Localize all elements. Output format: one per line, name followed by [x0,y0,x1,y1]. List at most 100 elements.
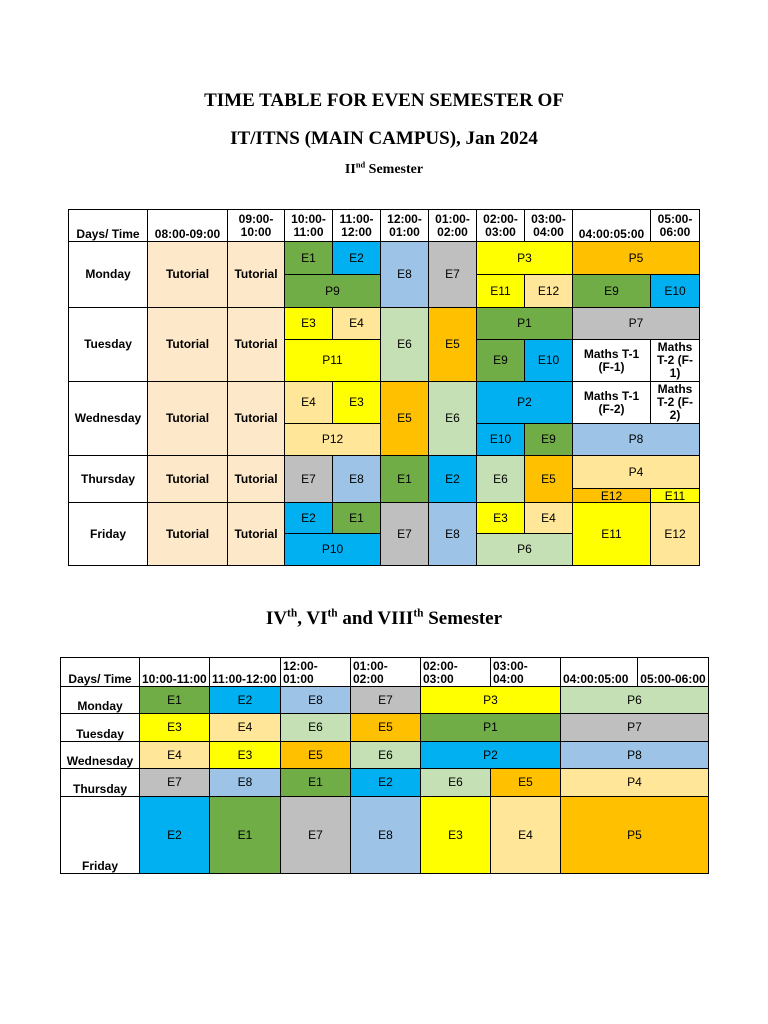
slot-cell: E7 [380,502,429,566]
day-tuesday: Tuesday [68,307,148,382]
slot-cell: E10 [476,423,525,456]
slot-cell: E7 [350,686,421,714]
slot-cell: E2 [350,768,421,797]
slot-cell: P1 [476,307,573,340]
slot-cell: E9 [572,274,651,308]
slot-cell: E6 [428,381,477,456]
header-slot: 12:00-01:00 [280,657,351,687]
tutorial-cell: Tutorial [227,241,285,308]
slot-cell: E7 [280,796,351,874]
header-slot: 04:00:05:00 [572,209,651,242]
tutorial-cell: Tutorial [227,381,285,456]
slot-cell: E5 [524,455,573,503]
slot-cell: E12 [524,274,573,308]
slot-cell: P7 [572,307,700,340]
slot-cell: E1 [209,796,281,874]
slot-cell: E2 [209,686,281,714]
slot-cell: E9 [524,423,573,456]
header-slot: 10:00-11:00 [139,657,210,687]
slot-cell: E1 [332,502,381,534]
semester-2-timetable: Days/ Time 08:00-09:00 09:00-10:00 10:00… [68,209,700,566]
slot-cell: E3 [209,741,281,769]
slot-cell: P3 [420,686,561,714]
slot-cell: E11 [572,502,651,566]
day-friday: Friday [68,502,148,566]
header-slot: 02:00-03:00 [420,657,491,687]
slot-cell: E3 [332,381,381,424]
header-slot: 01:00-02:00 [350,657,421,687]
slot-cell: P4 [560,768,709,797]
slot-cell: E2 [284,502,333,534]
header-slot: 08:00-09:00 [147,209,228,242]
slot-cell: E7 [139,768,210,797]
slot-cell: E10 [524,339,573,382]
slot-cell: E4 [139,741,210,769]
slot-cell: E3 [139,713,210,742]
slot-cell: E2 [139,796,210,874]
day-thursday: Thursday [60,768,140,797]
header-slot: 03:00-04:00 [524,209,573,242]
slot-cell: E6 [420,768,491,797]
day-tuesday: Tuesday [60,713,140,742]
slot-cell: E4 [332,307,381,340]
header-slot: 11:00-12:00 [332,209,381,242]
slot-cell: E6 [280,713,351,742]
slot-cell: E7 [284,455,333,503]
slot-cell: E1 [139,686,210,714]
slot-cell: E6 [350,741,421,769]
slot-cell: E9 [476,339,525,382]
slot-cell: E11 [650,488,700,503]
slot-cell: E8 [350,796,421,874]
slot-cell: E4 [490,796,561,874]
slot-cell: E3 [476,502,525,534]
maths-tutorial-cell: Maths T-1 (F-1) [572,339,651,382]
header-days-time: Days/ Time [60,657,140,687]
tutorial-cell: Tutorial [147,455,228,503]
day-monday: Monday [60,686,140,714]
slot-cell: E8 [380,241,429,308]
slot-cell: P12 [284,423,381,456]
tutorial-cell: Tutorial [147,381,228,456]
document-title-line2: IT/ITNS (MAIN CAMPUS), Jan 2024 [230,128,538,149]
slot-cell: E1 [280,768,351,797]
header-slot: 11:00-12:00 [209,657,281,687]
slot-cell: P10 [284,533,381,566]
slot-cell: E5 [350,713,421,742]
day-wednesday: Wednesday [68,381,148,456]
header-slot: 10:00-11:00 [284,209,333,242]
header-slot: 05:00-06:00 [637,657,709,687]
tutorial-cell: Tutorial [147,241,228,308]
slot-cell: P6 [560,686,709,714]
header-slot: 03:00-04:00 [490,657,561,687]
slot-cell: P7 [560,713,709,742]
header-slot: 02:00-03:00 [476,209,525,242]
slot-cell: E1 [380,455,429,503]
slot-cell: E4 [524,502,573,534]
header-slot: 05:00-06:00 [650,209,700,242]
slot-cell: P4 [572,455,700,489]
slot-cell: E7 [428,241,477,308]
slot-cell: E10 [650,274,700,308]
day-monday: Monday [68,241,148,308]
header-days-time: Days/ Time [68,209,148,242]
slot-cell: E4 [284,381,333,424]
slot-cell: E2 [428,455,477,503]
slot-cell: P9 [284,274,381,308]
slot-cell: P8 [572,423,700,456]
semester-4-6-8-heading: IVth, VIth and VIIIth Semester [265,607,503,629]
tutorial-cell: Tutorial [147,502,228,566]
slot-cell: E5 [280,741,351,769]
slot-cell: E8 [209,768,281,797]
slot-cell: E12 [572,488,651,503]
slot-cell: P2 [476,381,573,424]
slot-cell: E3 [420,796,491,874]
slot-cell: E12 [650,502,700,566]
slot-cell: E2 [332,241,381,275]
tutorial-cell: Tutorial [227,307,285,382]
tutorial-cell: Tutorial [147,307,228,382]
slot-cell: E1 [284,241,333,275]
slot-cell: E8 [332,455,381,503]
semester-2-heading: IInd Semester [344,160,424,177]
slot-cell: E5 [428,307,477,382]
tutorial-cell: Tutorial [227,502,285,566]
